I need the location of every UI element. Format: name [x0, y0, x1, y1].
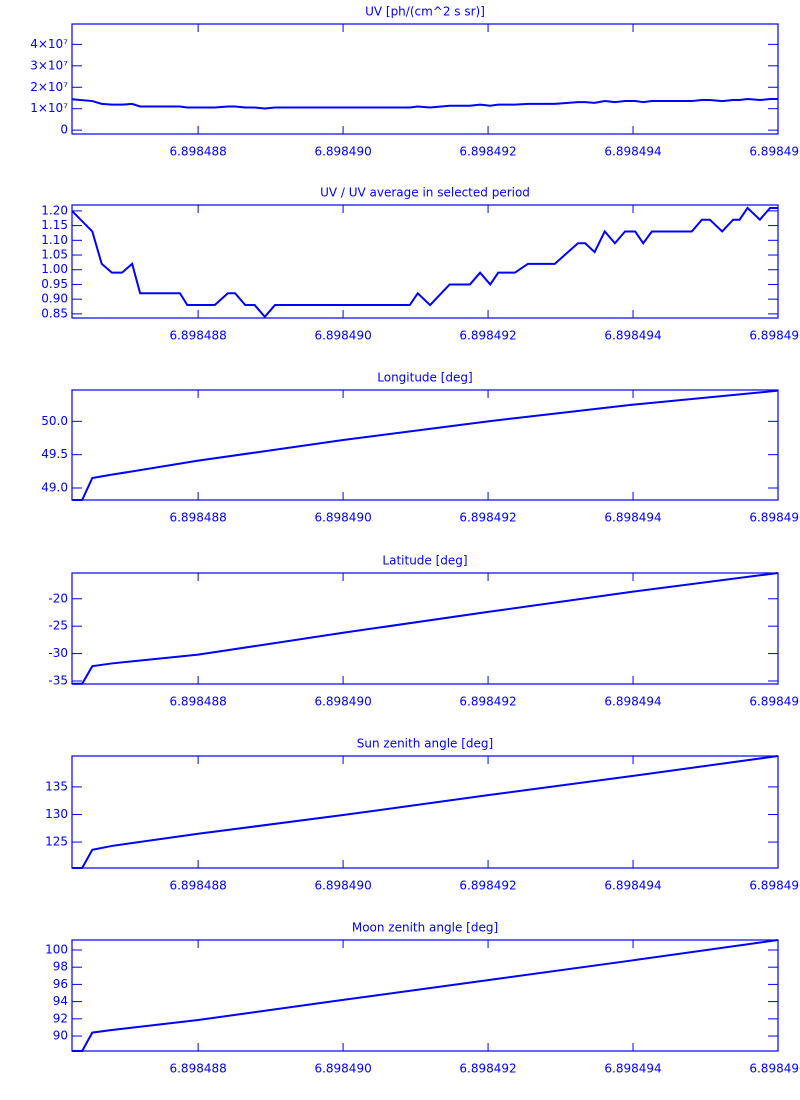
x-tick-label: 6.898496 — [749, 695, 800, 709]
x-tick-label: 6.898492 — [459, 329, 516, 343]
data-line — [72, 572, 779, 685]
x-tick-label: 6.898492 — [459, 695, 516, 709]
x-tick-label: 6.898494 — [604, 1062, 661, 1076]
plot-frame — [71, 572, 779, 685]
y-tick-label: 49.5 — [41, 447, 68, 461]
chart-title: Sun zenith angle [deg] — [357, 737, 493, 751]
x-tick-label: 6.898496 — [749, 511, 800, 525]
y-tick-label: -25 — [48, 619, 68, 633]
y-tick-label: 1×10⁷ — [30, 101, 68, 115]
y-tick-label: 50.0 — [41, 414, 68, 428]
x-tick-label: 6.898488 — [169, 145, 226, 159]
x-tick-label: 6.898490 — [314, 329, 371, 343]
x-tick-label: 6.898490 — [314, 1062, 371, 1076]
x-tick-label: 6.898488 — [169, 1062, 226, 1076]
x-tick-label: 6.898490 — [314, 879, 371, 893]
y-tick-label: 94 — [53, 994, 68, 1008]
chart-title: Latitude [deg] — [382, 554, 467, 568]
data-line — [72, 389, 779, 501]
y-tick-label: 92 — [53, 1011, 68, 1025]
x-tick-label: 6.898496 — [749, 1062, 800, 1076]
data-line — [72, 755, 779, 869]
data-line — [71, 98, 778, 110]
x-tick-label: 6.898490 — [314, 511, 371, 525]
y-tick-label: 3×10⁷ — [30, 58, 68, 72]
y-tick-label: -30 — [48, 646, 68, 660]
x-tick-label: 6.898490 — [314, 695, 371, 709]
data-line — [72, 939, 779, 1052]
x-tick-label: 6.898494 — [604, 329, 661, 343]
y-tick-label: 96 — [53, 977, 68, 991]
x-tick-label: 6.898492 — [459, 1062, 516, 1076]
x-tick-label: 6.898488 — [169, 329, 226, 343]
chart-title: Longitude [deg] — [377, 371, 472, 385]
chart-title: Moon zenith angle [deg] — [352, 921, 498, 935]
y-tick-label: -35 — [48, 673, 68, 687]
y-tick-label: 4×10⁷ — [30, 37, 68, 51]
chart-title: UV [ph/(cm^2 s sr)] — [365, 5, 485, 19]
y-tick-label: 135 — [45, 779, 68, 793]
y-tick-label: 1.05 — [41, 248, 68, 262]
y-tick-label: 100 — [45, 942, 68, 956]
x-tick-label: 6.898492 — [459, 511, 516, 525]
x-tick-label: 6.898494 — [604, 695, 661, 709]
y-tick-label: -20 — [48, 591, 68, 605]
y-tick-label: 0.85 — [41, 306, 68, 320]
x-tick-label: 6.898496 — [749, 879, 800, 893]
y-tick-label: 90 — [53, 1029, 68, 1043]
x-tick-label: 6.898496 — [749, 145, 800, 159]
data-line — [71, 206, 778, 319]
x-tick-label: 6.898494 — [604, 145, 661, 159]
x-tick-label: 6.898494 — [604, 511, 661, 525]
y-tick-label: 0 — [60, 123, 68, 137]
y-tick-label: 98 — [53, 960, 68, 974]
y-tick-label: 130 — [45, 807, 68, 821]
y-tick-label: 2×10⁷ — [30, 80, 68, 94]
y-tick-label: 0.90 — [41, 292, 68, 306]
x-tick-label: 6.898490 — [314, 145, 371, 159]
x-tick-label: 6.898492 — [459, 879, 516, 893]
y-tick-label: 49.0 — [41, 481, 68, 495]
plot-frame — [71, 23, 779, 135]
plot-frame — [71, 755, 779, 869]
x-tick-label: 6.898488 — [169, 879, 226, 893]
y-tick-label: 0.95 — [41, 277, 68, 291]
plot-frame — [71, 204, 779, 319]
plot-frame — [71, 939, 779, 1052]
x-tick-label: 6.898488 — [169, 695, 226, 709]
plot-frame — [71, 389, 779, 501]
y-tick-label: 125 — [45, 835, 68, 849]
y-tick-label: 1.10 — [41, 233, 68, 247]
x-tick-label: 6.898488 — [169, 511, 226, 525]
x-tick-label: 6.898494 — [604, 879, 661, 893]
y-tick-label: 1.20 — [41, 203, 68, 217]
y-tick-label: 1.00 — [41, 262, 68, 276]
chart-title: UV / UV average in selected period — [320, 186, 530, 200]
y-tick-label: 1.15 — [41, 218, 68, 232]
x-tick-label: 6.898496 — [749, 329, 800, 343]
x-tick-label: 6.898492 — [459, 145, 516, 159]
